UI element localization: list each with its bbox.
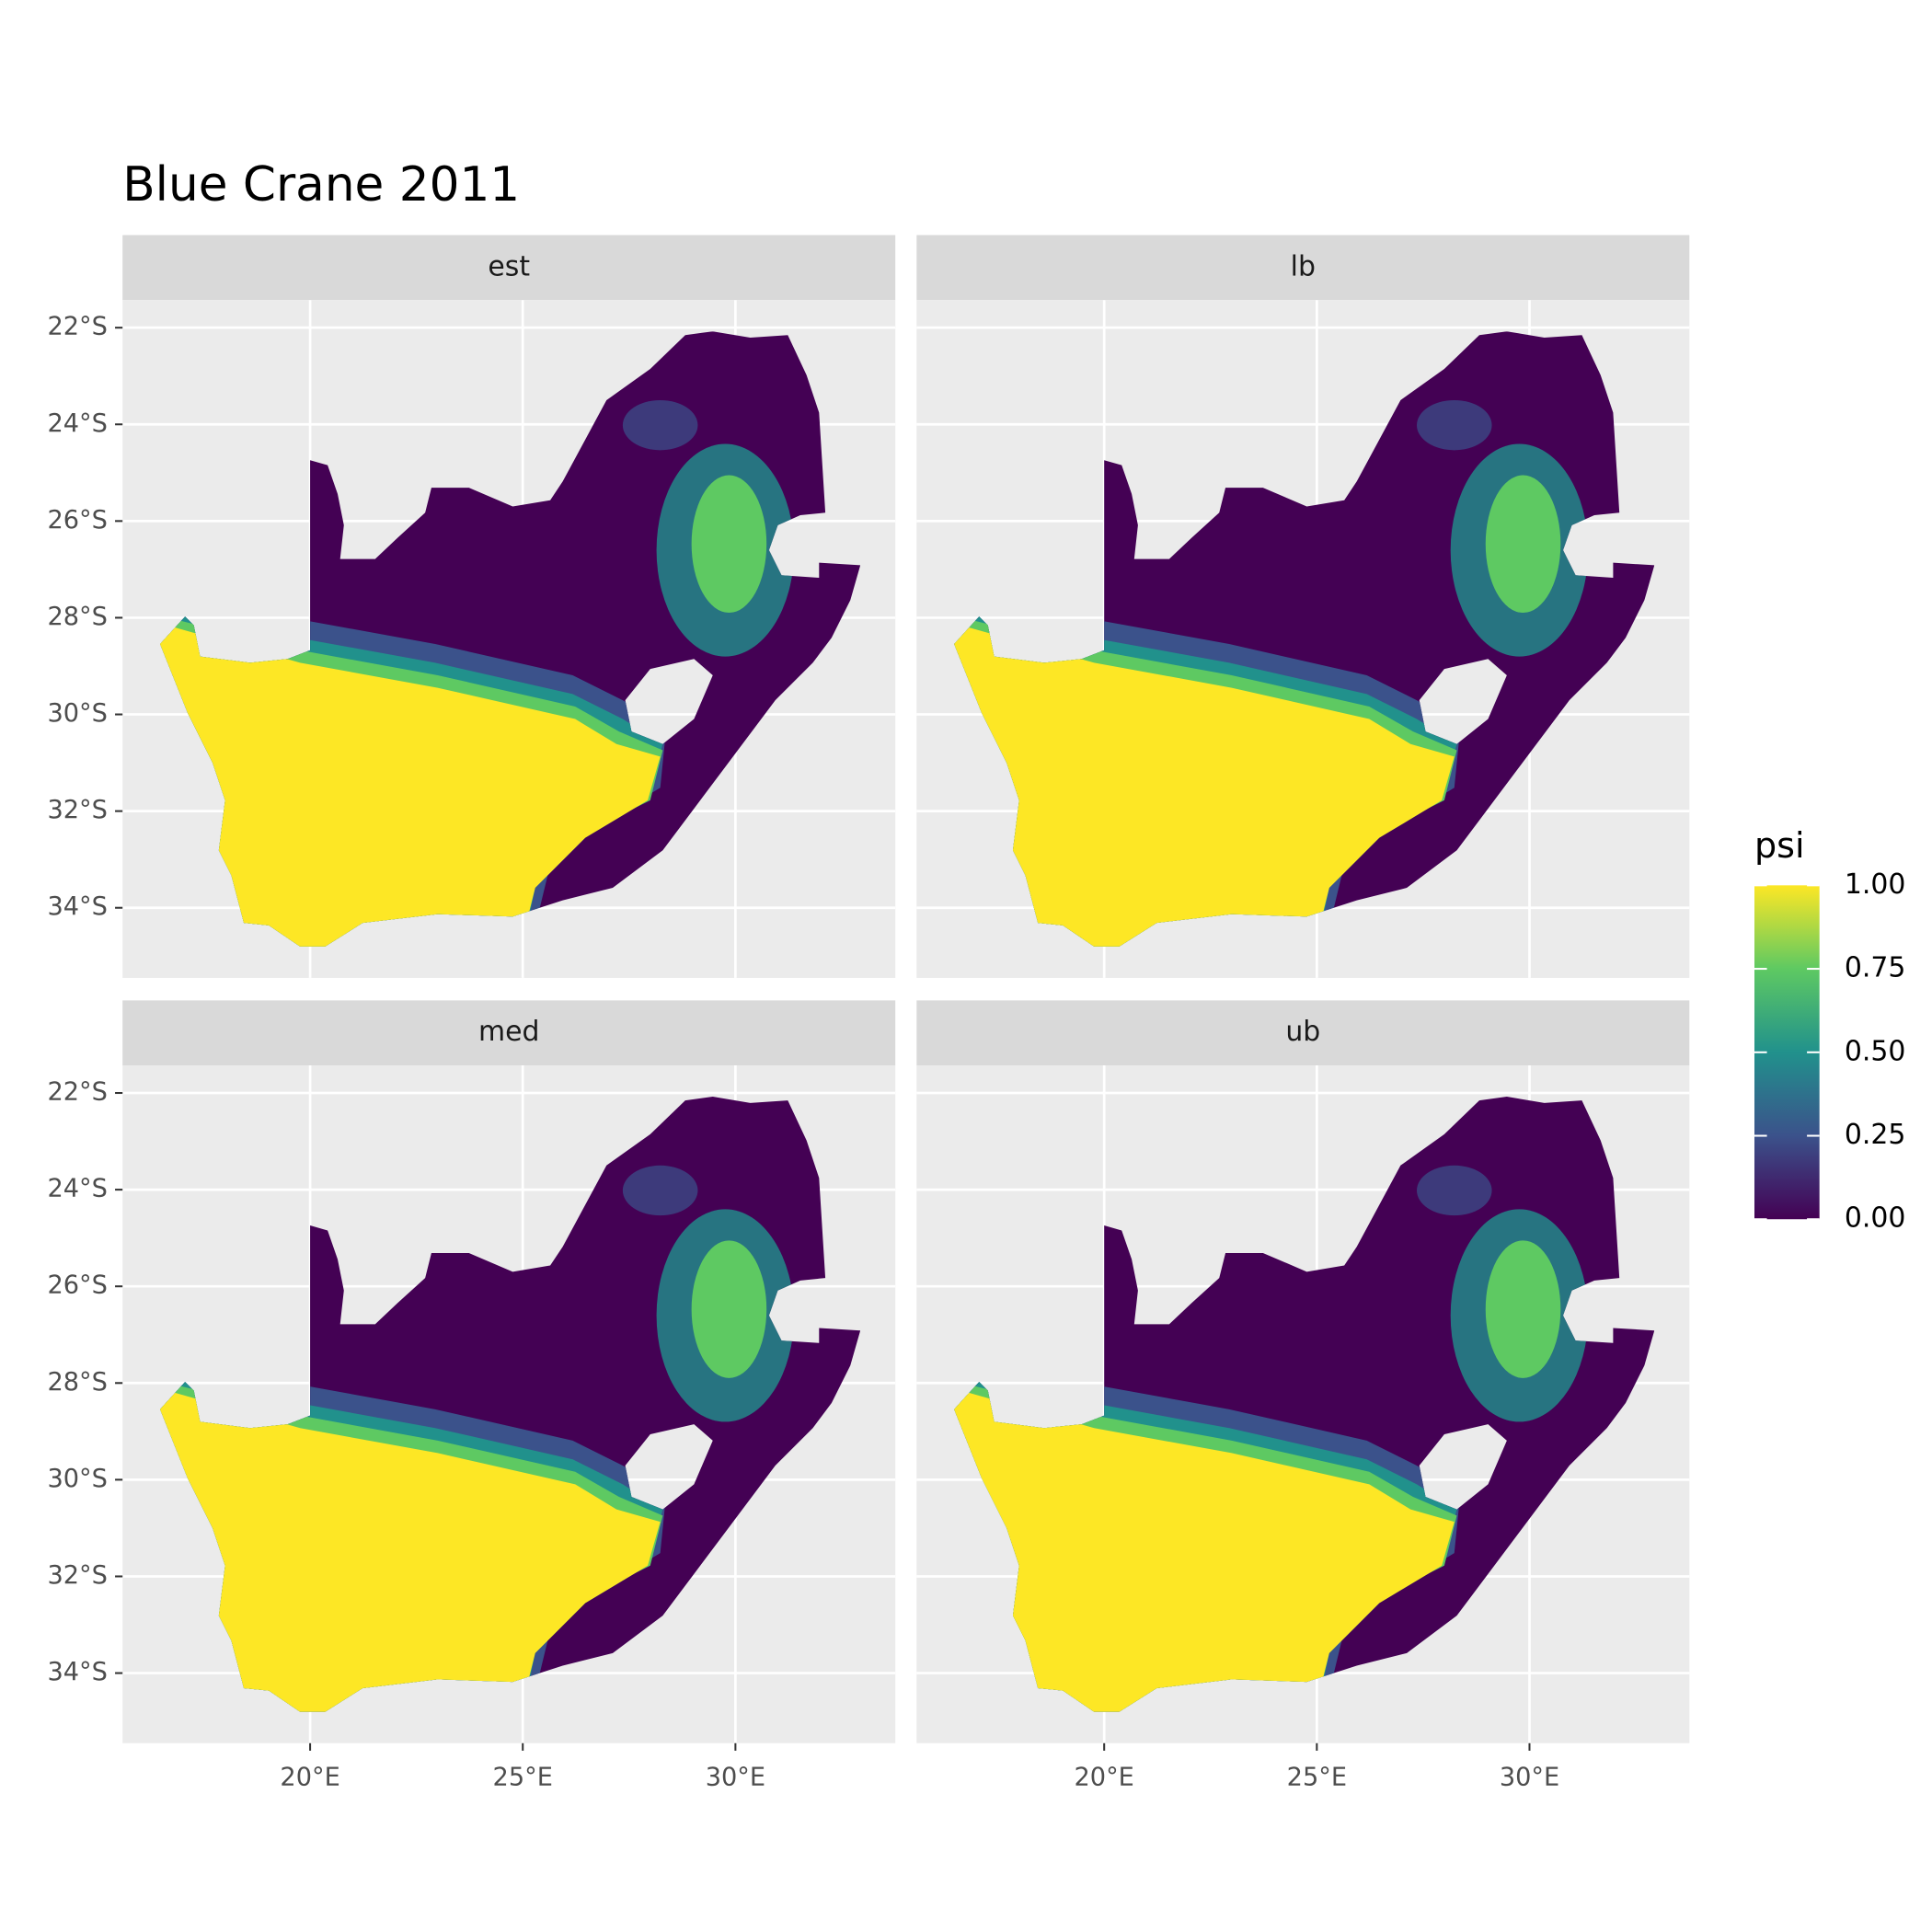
x-tick-label: 25°E: [1287, 1763, 1347, 1791]
strip: [916, 235, 1690, 301]
y-tick-label: 28°S: [47, 603, 107, 631]
strip: [122, 1000, 896, 1066]
legend-label: 0.25: [1845, 1119, 1906, 1151]
chart-title: Blue Crane 2011: [122, 157, 520, 213]
y-tick-label: 32°S: [47, 796, 107, 824]
y-tick-label: 22°S: [47, 313, 107, 341]
y-tick-label: 24°S: [47, 409, 107, 438]
legend-label: 1.00: [1845, 868, 1906, 901]
strip: [122, 235, 896, 301]
y-tick-label: 34°S: [47, 1658, 107, 1686]
y-tick-label: 24°S: [47, 1175, 107, 1203]
x-tick-label: 30°E: [1500, 1763, 1559, 1791]
legend-label: 0.75: [1845, 952, 1906, 984]
legend-label: 0.50: [1845, 1035, 1906, 1067]
x-tick-label: 25°E: [493, 1763, 553, 1791]
y-tick-label: 30°S: [47, 699, 107, 728]
x-tick-label: 30°E: [706, 1763, 765, 1791]
facet-label: ub: [1285, 1016, 1320, 1048]
y-tick-label: 32°S: [47, 1561, 107, 1590]
facet-label: est: [488, 250, 530, 282]
y-tick-label: 26°S: [47, 1271, 107, 1300]
y-tick-label: 28°S: [47, 1368, 107, 1397]
y-tick-label: 22°S: [47, 1078, 107, 1107]
strip: [916, 1000, 1690, 1066]
facet-label: med: [478, 1016, 539, 1048]
y-tick-label: 26°S: [47, 506, 107, 535]
y-tick-label: 30°S: [47, 1465, 107, 1493]
legend-title: psi: [1754, 825, 1805, 866]
x-tick-label: 20°E: [1075, 1763, 1134, 1791]
y-tick-label: 34°S: [47, 892, 107, 921]
legend-label: 0.00: [1845, 1202, 1906, 1235]
x-tick-label: 20°E: [280, 1763, 339, 1791]
facet-label: lb: [1291, 250, 1316, 282]
